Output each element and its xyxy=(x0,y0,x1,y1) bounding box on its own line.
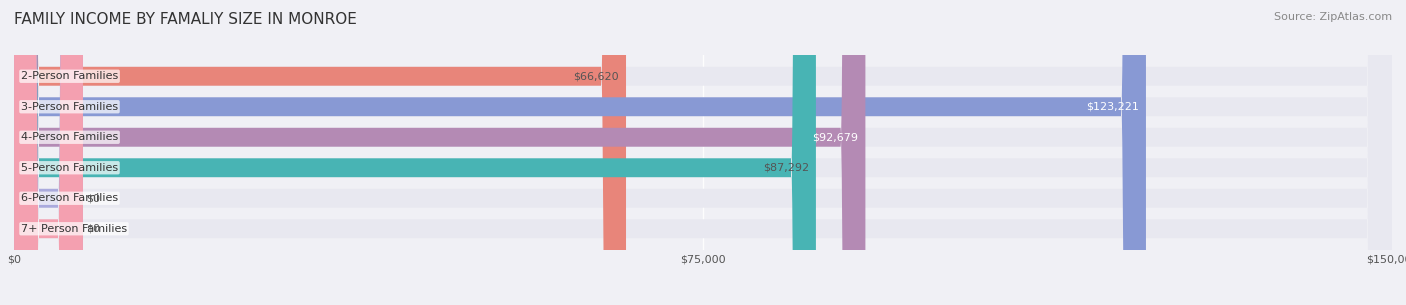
Text: $66,620: $66,620 xyxy=(574,71,619,81)
FancyBboxPatch shape xyxy=(14,0,1392,305)
FancyBboxPatch shape xyxy=(14,0,1392,305)
FancyBboxPatch shape xyxy=(14,0,626,305)
Text: 6-Person Families: 6-Person Families xyxy=(21,193,118,203)
FancyBboxPatch shape xyxy=(14,0,815,305)
Text: $123,221: $123,221 xyxy=(1087,102,1139,112)
Text: 4-Person Families: 4-Person Families xyxy=(21,132,118,142)
Text: 7+ Person Families: 7+ Person Families xyxy=(21,224,127,234)
Text: $87,292: $87,292 xyxy=(763,163,808,173)
Text: $0: $0 xyxy=(86,193,100,203)
Text: 5-Person Families: 5-Person Families xyxy=(21,163,118,173)
Text: $92,679: $92,679 xyxy=(813,132,859,142)
FancyBboxPatch shape xyxy=(14,0,1392,305)
Text: 3-Person Families: 3-Person Families xyxy=(21,102,118,112)
FancyBboxPatch shape xyxy=(14,0,1392,305)
Text: FAMILY INCOME BY FAMALIY SIZE IN MONROE: FAMILY INCOME BY FAMALIY SIZE IN MONROE xyxy=(14,12,357,27)
FancyBboxPatch shape xyxy=(14,0,866,305)
FancyBboxPatch shape xyxy=(14,0,83,305)
FancyBboxPatch shape xyxy=(14,0,1392,305)
Text: Source: ZipAtlas.com: Source: ZipAtlas.com xyxy=(1274,12,1392,22)
FancyBboxPatch shape xyxy=(14,0,83,305)
FancyBboxPatch shape xyxy=(14,0,1392,305)
Text: 2-Person Families: 2-Person Families xyxy=(21,71,118,81)
Text: $0: $0 xyxy=(86,224,100,234)
FancyBboxPatch shape xyxy=(14,0,1146,305)
